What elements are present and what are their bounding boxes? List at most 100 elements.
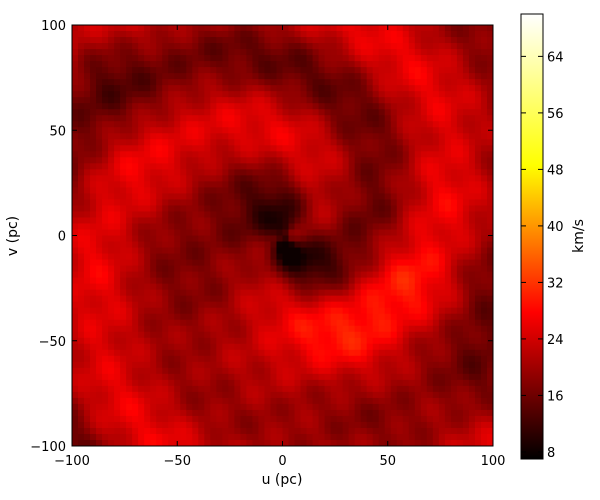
heatmap-cell	[162, 253, 169, 261]
heatmap-cell	[372, 295, 380, 303]
heatmap-cell	[240, 211, 248, 219]
heatmap-cell	[210, 223, 217, 231]
heatmap-cell	[426, 331, 434, 339]
heatmap-cell	[300, 415, 308, 423]
heatmap-cell	[150, 313, 157, 321]
heatmap-cell	[114, 259, 121, 267]
heatmap-cell	[360, 295, 368, 303]
heatmap-cell	[198, 373, 205, 381]
heatmap-cell	[432, 415, 440, 423]
heatmap-cell	[138, 205, 145, 213]
heatmap-cell	[432, 301, 440, 309]
heatmap-cell	[300, 199, 308, 207]
heatmap-cell	[306, 331, 314, 339]
heatmap-cell	[162, 289, 169, 297]
heatmap-cell	[438, 229, 446, 237]
heatmap-cell	[204, 31, 211, 38]
heatmap-cell	[180, 271, 187, 279]
heatmap-cell	[276, 355, 284, 363]
heatmap-cell	[378, 115, 386, 122]
heatmap-cell	[90, 265, 97, 273]
heatmap-cell	[180, 433, 187, 441]
heatmap-cell	[306, 229, 314, 237]
heatmap-cell	[432, 85, 440, 92]
heatmap-cell	[462, 217, 470, 225]
heatmap-cell	[132, 235, 139, 243]
heatmap-cell	[330, 163, 338, 170]
heatmap-cell	[312, 307, 320, 315]
heatmap-cell	[384, 157, 392, 164]
heatmap-cell	[72, 367, 79, 375]
heatmap-cell	[426, 43, 434, 50]
heatmap-cell	[198, 289, 205, 297]
heatmap-cell	[174, 121, 181, 128]
heatmap-cell	[84, 217, 91, 225]
heatmap-cell	[84, 379, 91, 387]
heatmap-cell	[456, 403, 464, 411]
heatmap-cell	[300, 127, 308, 134]
heatmap-cell	[336, 169, 344, 176]
heatmap-cell	[432, 217, 440, 225]
heatmap-cell	[180, 415, 187, 423]
heatmap-cell	[282, 415, 290, 423]
heatmap-cell	[132, 403, 139, 411]
heatmap-cell	[450, 307, 458, 315]
heatmap-cell	[366, 433, 374, 441]
heatmap-cell	[336, 199, 344, 207]
heatmap-cell	[78, 55, 85, 62]
heatmap-cell	[222, 385, 229, 393]
heatmap-cell	[468, 223, 476, 231]
heatmap-cell	[480, 73, 488, 80]
heatmap-cell	[168, 373, 175, 381]
heatmap-cell	[264, 163, 272, 170]
heatmap-cell	[78, 199, 85, 207]
heatmap-cell	[438, 49, 446, 56]
heatmap-cell	[462, 343, 470, 351]
heatmap-cell	[468, 229, 476, 237]
heatmap-cell	[78, 139, 85, 146]
heatmap-cell	[486, 79, 493, 86]
heatmap-cell	[168, 397, 175, 405]
heatmap-cell	[192, 289, 199, 297]
heatmap-cell	[480, 115, 488, 122]
heatmap-cell	[240, 169, 248, 176]
heatmap-cell	[102, 433, 109, 441]
heatmap-cell	[306, 283, 314, 291]
heatmap-cell	[114, 163, 121, 170]
heatmap-cell	[216, 61, 223, 68]
heatmap-cell	[330, 139, 338, 146]
heatmap-cell	[78, 277, 85, 285]
heatmap-cell	[474, 373, 482, 381]
heatmap-cell	[354, 313, 362, 321]
heatmap-cell	[126, 199, 133, 207]
heatmap-cell	[102, 301, 109, 309]
heatmap-cell	[234, 217, 241, 225]
heatmap-cell	[210, 103, 217, 110]
heatmap-cell	[378, 55, 386, 62]
heatmap-cell	[360, 283, 368, 291]
heatmap-cell	[276, 367, 284, 375]
heatmap-cell	[342, 217, 350, 225]
heatmap-cell	[486, 433, 493, 441]
heatmap-cell	[156, 31, 163, 38]
heatmap-cell	[486, 97, 493, 104]
heatmap-cell	[156, 157, 163, 164]
heatmap-cell	[366, 145, 374, 152]
heatmap-cell	[486, 349, 493, 357]
heatmap-cell	[468, 85, 476, 92]
heatmap-cell	[300, 319, 308, 327]
heatmap-cell	[306, 379, 314, 387]
heatmap-cell	[186, 271, 193, 279]
heatmap-cell	[222, 43, 229, 50]
heatmap-cell	[168, 145, 175, 152]
heatmap-cell	[282, 361, 290, 369]
heatmap-cell	[306, 349, 314, 357]
heatmap-cell	[162, 385, 169, 393]
heatmap-cell	[180, 421, 187, 429]
heatmap-cell	[126, 73, 133, 80]
heatmap-cell	[150, 211, 157, 219]
heatmap-cell	[300, 307, 308, 315]
heatmap-cell	[420, 247, 428, 255]
heatmap-cell	[114, 439, 121, 446]
